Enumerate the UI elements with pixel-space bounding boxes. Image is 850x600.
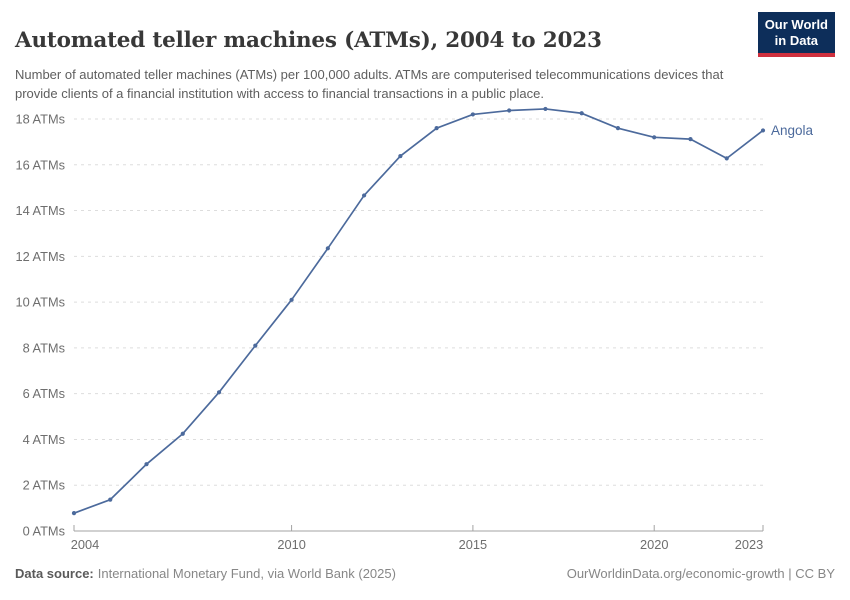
series-entity-label: Angola <box>771 123 814 138</box>
data-source-text: International Monetary Fund, via World B… <box>97 566 396 581</box>
page-title: Automated teller machines (ATMs), 2004 t… <box>15 28 602 54</box>
owid-logo: Our World in Data <box>757 12 835 57</box>
data-point <box>253 343 258 348</box>
trend-line <box>73 108 764 514</box>
data-point <box>108 497 113 502</box>
data-point <box>470 112 475 117</box>
data-point <box>724 156 729 161</box>
y-tick-label: 6 ATMs <box>23 386 65 401</box>
y-tick-label: 12 ATMs <box>15 249 65 264</box>
data-point <box>398 153 403 159</box>
data-point <box>652 135 657 140</box>
x-tick-label: 2020 <box>640 537 668 552</box>
data-point <box>362 193 367 198</box>
y-tick-label: 18 ATMs <box>15 112 65 127</box>
data-point <box>289 297 294 302</box>
y-tick-label: 10 ATMs <box>15 295 65 310</box>
x-tick-label: 2010 <box>277 537 305 552</box>
chart-footer: Data source: International Monetary Fund,… <box>15 566 835 581</box>
y-tick-label: 4 ATMs <box>23 432 65 447</box>
data-point <box>543 106 548 112</box>
owid-logo-line1: Our World <box>764 17 828 32</box>
data-point <box>507 108 512 113</box>
y-tick-label: 14 ATMs <box>15 203 65 218</box>
y-tick-label: 16 ATMs <box>15 157 65 172</box>
data-source: Data source: International Monetary Fund,… <box>15 566 396 581</box>
x-tick-label: 2004 <box>71 537 99 552</box>
license-url-text: OurWorldinData.org/economic-growth | CC … <box>566 566 835 581</box>
x-tick-label: 2023 <box>735 537 763 552</box>
x-tick-label: 2015 <box>459 537 487 552</box>
y-tick-label: 0 ATMs <box>23 524 65 539</box>
data-point <box>216 390 222 395</box>
data-source-label: Data source: <box>15 566 94 581</box>
chart-subtitle: Number of automated teller machines (ATM… <box>15 67 724 101</box>
data-point <box>760 128 766 133</box>
data-point <box>579 111 584 116</box>
data-point <box>688 137 693 142</box>
data-point <box>615 126 621 131</box>
data-point <box>180 431 185 436</box>
data-point <box>71 511 77 516</box>
y-tick-label: 2 ATMs <box>23 478 65 493</box>
data-point <box>144 462 149 467</box>
data-point <box>325 246 330 251</box>
owid-logo-line2: in Data <box>774 33 819 48</box>
y-tick-label: 8 ATMs <box>23 340 65 355</box>
data-point <box>434 126 439 131</box>
